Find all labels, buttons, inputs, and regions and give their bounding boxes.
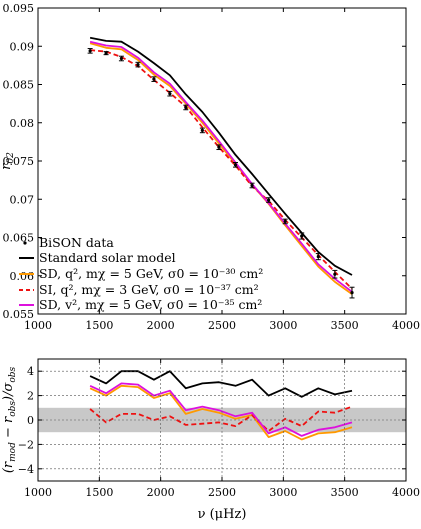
legend-marker-bison xyxy=(23,241,27,245)
top-ticks: 1000 1500 2000 2500 3000 3500 4000 0.055 0.06 0.0… xyxy=(3,2,421,332)
top-y-tick-label: 0.06 xyxy=(10,270,35,283)
bottom-x-tick-label: 2000 xyxy=(147,486,175,499)
legend-entry-ssm: Standard solar model xyxy=(19,250,176,265)
bottom-y-tick-label: 4 xyxy=(27,365,34,378)
bottom-y-tick-label: 0 xyxy=(27,414,34,427)
bison-point xyxy=(250,183,254,188)
bottom-panel: 1000 1500 2000 2500 3000 3500 4000 −4 −2 0 2 4 (rmo… xyxy=(1,358,420,522)
bottom-x-tick-label: 1500 xyxy=(85,486,113,499)
bison-point xyxy=(88,49,92,53)
top-x-tick-label: 4000 xyxy=(392,319,420,332)
top-x-tick-label: 3000 xyxy=(269,319,297,332)
top-y-tick-label: 0.07 xyxy=(10,193,35,206)
legend-label-sd-q2: SD, q², mχ = 5 GeV, σ0 = 10⁻³⁰ cm² xyxy=(39,266,263,281)
bison-point xyxy=(316,255,320,259)
top-x-tick-label: 1500 xyxy=(85,319,113,332)
top-y-tick-label: 0.055 xyxy=(3,308,35,321)
bottom-x-tick-label: 2500 xyxy=(208,486,236,499)
bison-point xyxy=(350,290,354,295)
bottom-y-tick-label: −4 xyxy=(18,463,34,476)
legend-label-ssm: Standard solar model xyxy=(39,250,176,265)
legend-label-si-q2: SI, q², mχ = 3 GeV, σ0 = 10⁻³⁷ cm² xyxy=(39,282,259,297)
bison-point xyxy=(217,145,221,149)
bison-point xyxy=(168,92,172,96)
bison-point xyxy=(283,219,287,224)
bison-point xyxy=(267,198,271,202)
bottom-x-tick-label: 1000 xyxy=(24,486,52,499)
legend-entry-sd-q2: SD, q², mχ = 5 GeV, σ0 = 10⁻³⁰ cm² xyxy=(19,266,263,281)
top-x-tick-label: 2000 xyxy=(147,319,175,332)
top-plot-area xyxy=(87,36,355,299)
bison-point xyxy=(300,234,304,238)
top-x-tick-label: 3500 xyxy=(331,319,359,332)
bottom-x-tick-label: 4000 xyxy=(392,486,420,499)
top-y-tick-label: 0.085 xyxy=(3,79,35,92)
bottom-ticks: 1000 1500 2000 2500 3000 3500 4000 −4 −2 0 2 4 xyxy=(18,359,420,499)
top-x-tick-label: 2500 xyxy=(208,319,236,332)
bison-point xyxy=(184,105,188,110)
bottom-x-tick-label: 3500 xyxy=(331,486,359,499)
bison-point xyxy=(104,51,108,55)
top-series-si-q-m-3-gev-0-10-cm xyxy=(90,49,353,290)
top-series-sd-q-m-5-gev-0-10-cm xyxy=(89,42,353,295)
top-series-sd-v-m-5-gev-0-10-cm xyxy=(89,40,353,293)
bottom-series-si-q-m-3-gev-0-10-cm xyxy=(89,405,353,432)
top-y-tick-label: 0.065 xyxy=(3,232,35,245)
top-y-tick-label: 0.09 xyxy=(10,40,35,53)
bison-point xyxy=(152,77,156,81)
bison-point xyxy=(119,56,124,61)
bottom-plot-area xyxy=(89,370,353,441)
legend-entry-si-q2: SI, q², mχ = 3 GeV, σ0 = 10⁻³⁷ cm² xyxy=(19,282,259,297)
bottom-series-sd-q-m-5-gev-0-10-cm xyxy=(89,384,353,441)
bottom-y-tick-label: −2 xyxy=(18,438,34,451)
top-x-tick-label: 1000 xyxy=(24,319,52,332)
top-series-standard-solar-model xyxy=(89,36,353,276)
legend-label-sd-v2: SD, v², mχ = 5 GeV, σ0 = 10⁻³⁵ cm² xyxy=(39,297,262,312)
bottom-series-standard-solar-model xyxy=(89,370,353,398)
bottom-x-tick-label: 3000 xyxy=(269,486,297,499)
bottom-series-sd-v-m-5-gev-0-10-cm xyxy=(89,382,353,437)
legend-entry-sd-v2: SD, v², mχ = 5 GeV, σ0 = 10⁻³⁵ cm² xyxy=(19,297,262,312)
bottom-y-tick-label: 2 xyxy=(27,390,34,403)
bison-point xyxy=(136,63,140,67)
x-axis-label: ν (μHz) xyxy=(198,507,247,522)
top-y-tick-label: 0.095 xyxy=(3,2,35,15)
bison-point xyxy=(333,272,337,276)
top-y-tick-label: 0.075 xyxy=(3,155,35,168)
top-y-tick-label: 0.08 xyxy=(10,117,35,130)
top-panel: 1000 1500 2000 2500 3000 3500 4000 0.055 0.06 0.0… xyxy=(0,2,420,332)
bottom-y-axis-label: (rmod − robs)/σobs xyxy=(1,366,18,473)
legend-entry-observations: BiSON data xyxy=(23,235,114,250)
bison-point xyxy=(200,128,204,132)
legend: BiSON data Standard solar model SD, q², … xyxy=(19,235,263,312)
legend-label-bison: BiSON data xyxy=(39,235,114,250)
bison-point xyxy=(233,163,238,167)
